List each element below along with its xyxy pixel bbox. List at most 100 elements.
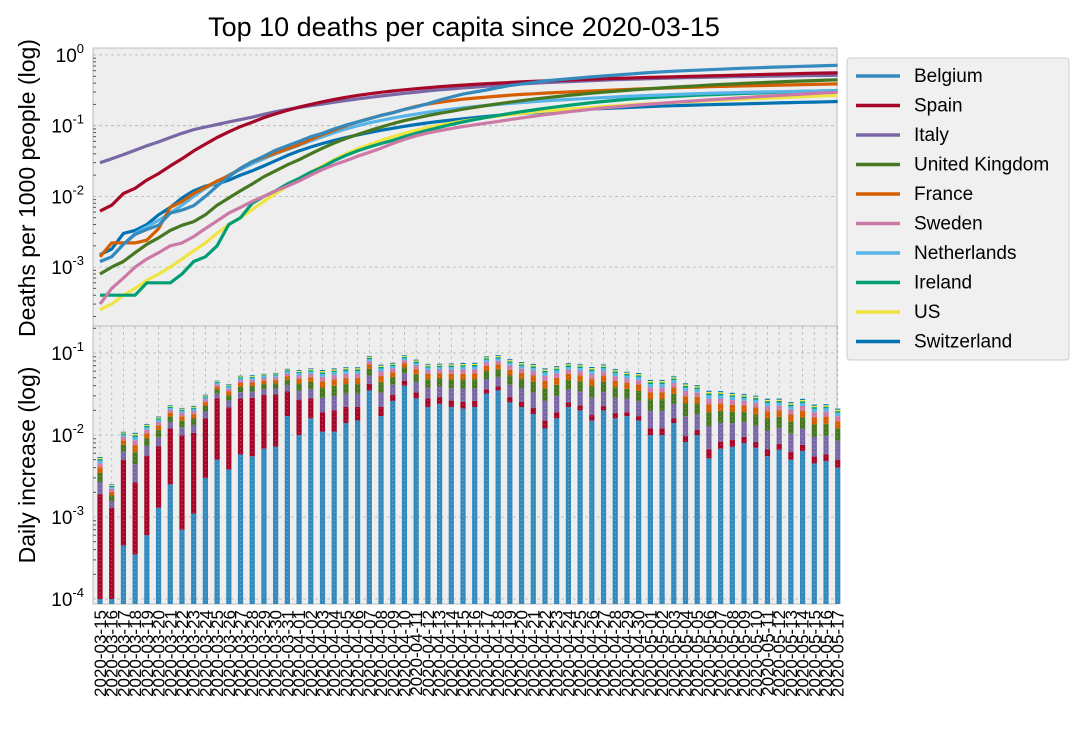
- bar-segment-italy: [764, 430, 771, 450]
- bar-segment-italy: [144, 445, 150, 456]
- bar-segment-united-kingdom: [776, 416, 782, 428]
- bar-segment-netherlands: [718, 395, 724, 399]
- bar-segment-ireland: [97, 459, 103, 461]
- bar-segment-belgium: [167, 484, 173, 604]
- bar-segment-italy: [226, 400, 232, 408]
- bar-segment-france: [132, 445, 138, 453]
- bar-segment-belgium: [718, 448, 724, 604]
- bar-segment-sweden: [319, 376, 326, 382]
- bar-segment-sweden: [823, 411, 829, 417]
- legend-label: France: [914, 184, 973, 205]
- bar-segment-ireland: [390, 364, 396, 367]
- bar-segment-switzerland: [823, 404, 829, 406]
- bar-segment-netherlands: [542, 372, 548, 376]
- bar-segment-spain: [764, 449, 771, 457]
- bar-segment-switzerland: [155, 416, 162, 418]
- bar-segment-france: [191, 414, 197, 419]
- bar-segment-italy: [507, 384, 513, 398]
- bar-segment-france: [647, 392, 653, 400]
- bar-segment-netherlands: [764, 403, 771, 407]
- bar-segment-france: [565, 373, 571, 380]
- bar-segment-belgium: [202, 477, 208, 604]
- bar-segment-italy: [753, 425, 759, 443]
- bar-segment-switzerland: [800, 398, 806, 400]
- bar-segment-switzerland: [518, 362, 525, 364]
- bar-segment-us: [694, 386, 700, 388]
- bar-segment-belgium: [401, 385, 408, 604]
- bar-segment-italy: [706, 426, 712, 450]
- bar-segment-italy: [331, 395, 337, 411]
- bar-segment-us: [226, 384, 232, 386]
- bar-segment-ireland: [636, 375, 642, 377]
- bar-segment-us: [776, 399, 782, 401]
- x-tick-label: 2020-05-05: [688, 610, 707, 697]
- bar-segment-ireland: [589, 369, 595, 372]
- bar-segment-netherlands: [647, 384, 653, 388]
- bar-segment-netherlands: [191, 408, 197, 412]
- bar-segment-sweden: [589, 374, 595, 380]
- bar-segment-united-kingdom: [308, 382, 314, 390]
- bar-segment-netherlands: [120, 434, 127, 438]
- bar-segment-france: [636, 384, 642, 391]
- bar-segment-belgium: [97, 599, 103, 604]
- bar-segment-spain: [659, 428, 665, 435]
- bar-segment-belgium: [120, 545, 127, 604]
- x-tick-label: 2020-03-30: [267, 610, 286, 697]
- x-tick-label: 2020-04-25: [571, 610, 590, 697]
- bar-segment-belgium: [636, 420, 642, 604]
- x-tick-label: 2020-03-21: [161, 610, 180, 697]
- bar-segment-belgium: [472, 406, 478, 604]
- bar-segment-spain: [331, 410, 337, 432]
- bar-segment-switzerland: [273, 372, 279, 374]
- bar-segment-us: [120, 432, 127, 434]
- x-tick-label: 2020-04-02: [302, 610, 321, 697]
- x-tick-label: 2020-04-24: [559, 610, 578, 697]
- bar-segment-switzerland: [671, 376, 677, 378]
- bar-segment-spain: [612, 413, 618, 419]
- bar-segment-switzerland: [202, 394, 208, 396]
- x-tick-label: 2020-03-28: [243, 610, 262, 697]
- bar-segment-spain: [273, 394, 279, 447]
- bar-segment-belgium: [237, 454, 244, 604]
- bar-segment-us: [109, 485, 115, 486]
- bar-segment-us: [237, 376, 244, 378]
- bar-segment-us: [671, 377, 677, 379]
- bar-segment-netherlands: [472, 366, 478, 370]
- bar-segment-spain: [753, 442, 759, 448]
- bar-segment-italy: [671, 403, 677, 419]
- bar-segment-sweden: [390, 368, 396, 373]
- bar-segment-spain: [436, 397, 443, 404]
- bar-segment-sweden: [366, 361, 372, 365]
- bar-segment-switzerland: [612, 369, 618, 371]
- bar-segment-spain: [600, 406, 607, 411]
- x-tick-label: 2020-04-01: [290, 610, 309, 697]
- bar-segment-netherlands: [167, 407, 173, 410]
- bar-segment-sweden: [273, 377, 279, 380]
- x-tick-label: 2020-04-22: [536, 610, 555, 697]
- bar-segment-sweden: [764, 406, 771, 412]
- bar-segment-us: [741, 395, 747, 397]
- bar-segment-netherlands: [132, 437, 138, 441]
- bar-segment-us: [753, 396, 759, 399]
- bar-segment-switzerland: [718, 391, 724, 393]
- bar-segment-spain: [343, 406, 349, 424]
- x-tick-label: 2020-03-15: [91, 610, 110, 697]
- bar-segment-sweden: [249, 379, 255, 383]
- bar-segment-italy: [776, 427, 782, 444]
- bar-segment-france: [776, 410, 782, 417]
- bar-segment-netherlands: [308, 371, 314, 374]
- x-tick-label: 2020-03-18: [126, 610, 145, 697]
- bar-segment-france: [788, 414, 794, 422]
- bar-segment-belgium: [694, 435, 700, 604]
- bar-segment-france: [753, 407, 759, 415]
- series-line-spain: [99, 71, 838, 213]
- x-tick-label: 2020-05-02: [653, 610, 672, 697]
- bar-segment-united-kingdom: [530, 381, 536, 393]
- bar-segment-ireland: [261, 375, 267, 377]
- bar-segment-us: [600, 365, 607, 367]
- x-tick-label: 2020-05-16: [817, 610, 836, 697]
- bar-segment-france: [331, 379, 337, 386]
- x-tick-label: 2020-04-10: [396, 610, 415, 697]
- bar-segment-sweden: [331, 375, 337, 380]
- x-tick-label: 2020-03-16: [103, 610, 122, 697]
